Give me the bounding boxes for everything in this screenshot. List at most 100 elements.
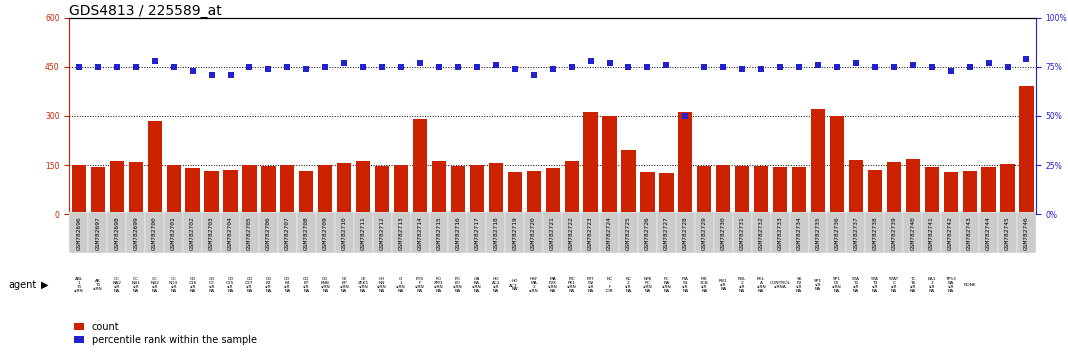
Text: GSM782715: GSM782715 xyxy=(437,216,441,250)
Text: FO
KO
siRN
NA: FO KO siRN NA xyxy=(453,276,462,293)
Text: CD
K7
siR
NA: CD K7 siR NA xyxy=(303,276,310,293)
Text: GSM782744: GSM782744 xyxy=(986,216,991,250)
Point xyxy=(127,64,144,70)
Text: GSM782734: GSM782734 xyxy=(797,216,802,250)
Point xyxy=(829,64,846,70)
Bar xyxy=(375,166,389,214)
Bar xyxy=(489,164,503,214)
Text: GSM782737: GSM782737 xyxy=(853,216,859,250)
Point xyxy=(790,64,807,70)
Point xyxy=(866,64,883,70)
Bar xyxy=(641,172,655,214)
Bar xyxy=(713,212,733,253)
Bar xyxy=(392,212,410,253)
Point xyxy=(695,64,712,70)
Text: ETS
F
siRN
NA: ETS F siRN NA xyxy=(415,276,425,293)
Text: CD
K2
siR
NA: CD K2 siR NA xyxy=(265,276,271,293)
Text: GSM782718: GSM782718 xyxy=(493,216,499,250)
Bar xyxy=(923,212,941,253)
Point xyxy=(714,64,732,70)
Text: CD
C25
siR
NA: CD C25 siR NA xyxy=(226,276,235,293)
Point xyxy=(487,62,504,68)
Bar xyxy=(695,212,713,253)
Text: GSM782736: GSM782736 xyxy=(834,216,839,250)
Text: CC
NA2
siR
NA: CC NA2 siR NA xyxy=(112,276,122,293)
Text: SP1
siR
NA: SP1 siR NA xyxy=(814,279,822,291)
Text: TP53
NA
siR
NA: TP53 NA siR NA xyxy=(945,276,956,293)
Bar xyxy=(904,212,923,253)
Text: GSM782699: GSM782699 xyxy=(134,216,138,250)
Point xyxy=(108,64,125,70)
Text: MIT
M2
siR
NA: MIT M2 siR NA xyxy=(586,276,595,293)
Text: CD
C2
siR
NA: CD C2 siR NA xyxy=(208,276,215,293)
Bar xyxy=(221,212,240,253)
Text: CD
C37
siR
NA: CD C37 siR NA xyxy=(246,276,254,293)
Point xyxy=(545,66,562,72)
Bar xyxy=(110,161,124,214)
Bar xyxy=(316,212,334,253)
Point xyxy=(70,64,88,70)
Text: GSM782732: GSM782732 xyxy=(758,216,764,250)
Bar xyxy=(223,170,237,214)
Point xyxy=(601,60,618,66)
Text: GSM782722: GSM782722 xyxy=(569,216,575,250)
Bar xyxy=(451,166,465,214)
Text: PC
NA
siRN
NA: PC NA siRN NA xyxy=(661,276,672,293)
Bar xyxy=(773,167,787,214)
Point xyxy=(885,64,902,70)
Text: GSM782710: GSM782710 xyxy=(342,216,347,250)
Text: GSM782713: GSM782713 xyxy=(398,216,404,250)
Point xyxy=(335,60,352,66)
Point xyxy=(942,68,959,74)
Text: GSM782711: GSM782711 xyxy=(361,216,365,250)
Bar xyxy=(981,167,995,214)
Text: SP1
00
siRN
NA: SP1 00 siRN NA xyxy=(832,276,842,293)
Text: NC
2
siR
NA: NC 2 siR NA xyxy=(625,276,632,293)
Bar xyxy=(697,166,711,214)
Bar xyxy=(733,212,752,253)
Bar xyxy=(565,161,579,214)
Point xyxy=(317,64,334,70)
Bar xyxy=(962,171,977,214)
Bar xyxy=(72,165,87,214)
Bar xyxy=(619,212,638,253)
Bar xyxy=(849,160,863,214)
Text: GSM782717: GSM782717 xyxy=(474,216,480,250)
Text: PIA
S1
siR
NA: PIA S1 siR NA xyxy=(681,276,689,293)
Bar xyxy=(1019,86,1034,214)
Text: GSM782738: GSM782738 xyxy=(873,216,878,250)
Bar xyxy=(354,212,373,253)
Point xyxy=(146,58,163,64)
Bar xyxy=(183,212,202,253)
Point xyxy=(430,64,447,70)
Text: GSM782728: GSM782728 xyxy=(682,216,688,250)
Text: GSM782720: GSM782720 xyxy=(531,216,536,250)
Bar xyxy=(505,212,524,253)
Bar xyxy=(318,165,332,214)
Text: GSM782719: GSM782719 xyxy=(513,216,517,250)
Bar xyxy=(941,212,960,253)
Bar xyxy=(1017,212,1036,253)
Bar xyxy=(600,212,619,253)
Text: ABL
1
T1
siRN: ABL 1 T1 siRN xyxy=(74,276,83,293)
Point xyxy=(260,66,277,72)
Text: GDS4813 / 225589_at: GDS4813 / 225589_at xyxy=(69,4,222,18)
Bar xyxy=(297,212,316,253)
Point xyxy=(374,64,391,70)
Text: GSM782704: GSM782704 xyxy=(227,216,233,250)
Bar xyxy=(792,167,806,214)
Text: AK
T1
siRN: AK T1 siRN xyxy=(93,279,103,291)
Bar xyxy=(527,171,540,214)
Text: GSM782714: GSM782714 xyxy=(418,216,423,250)
Text: GSM782726: GSM782726 xyxy=(645,216,650,250)
Text: NMI
PC
siRN
NA: NMI PC siRN NA xyxy=(643,276,653,293)
Bar xyxy=(943,172,958,214)
Bar xyxy=(507,172,522,214)
Bar xyxy=(960,212,979,253)
Text: GSM782700: GSM782700 xyxy=(153,216,157,250)
Point xyxy=(298,66,315,72)
Bar xyxy=(204,171,219,214)
Text: GSM782746: GSM782746 xyxy=(1024,216,1028,250)
Bar xyxy=(468,212,486,253)
Text: RBL
2
siR
NA: RBL 2 siR NA xyxy=(738,276,747,293)
